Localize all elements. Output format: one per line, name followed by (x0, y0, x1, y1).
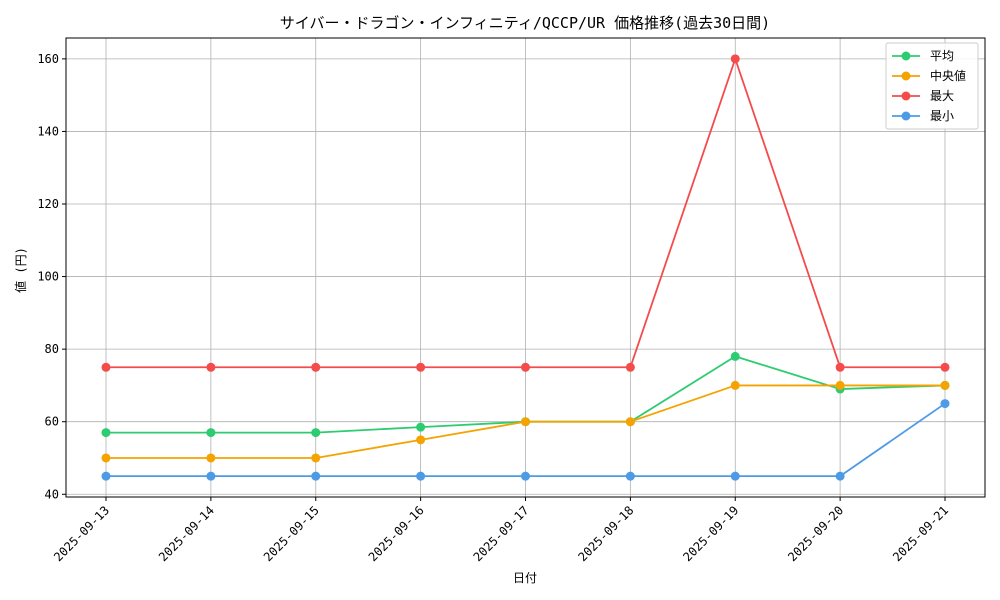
data-point (416, 471, 426, 481)
data-point (101, 471, 111, 481)
data-point (416, 435, 426, 445)
series-2 (101, 380, 950, 463)
data-point (416, 422, 426, 432)
data-point (835, 471, 845, 481)
legend-label: 最大 (930, 89, 954, 103)
legend-marker (901, 91, 911, 101)
x-tick-label: 2025-09-14 (156, 503, 217, 564)
y-tick-label: 60 (45, 415, 59, 429)
x-tick-label: 2025-09-19 (680, 503, 741, 564)
legend-box (885, 42, 979, 130)
data-point (101, 428, 111, 438)
x-tick-label: 2025-09-21 (890, 503, 951, 564)
y-tick-label: 160 (37, 52, 59, 66)
data-point (311, 428, 321, 438)
data-point (101, 453, 111, 463)
data-point (730, 471, 740, 481)
tick-layer: 2025-09-13 2025-09-14 2025-09-15 2025-09-16… (37, 52, 951, 564)
x-tick-label: 2025-09-15 (261, 503, 322, 564)
data-point (521, 362, 530, 372)
legend-item: 最小 (892, 109, 954, 123)
data-point (625, 471, 635, 481)
x-tick-label: 2025-09-17 (471, 503, 532, 564)
data-point (940, 399, 950, 409)
data-point (206, 362, 216, 372)
y-tick-label: 100 (37, 270, 59, 284)
data-point (416, 362, 426, 372)
legend-label: 平均 (930, 49, 954, 63)
data-point (311, 362, 321, 372)
data-point (206, 471, 216, 481)
y-tick-label: 140 (37, 124, 59, 138)
legend-item: 平均 (892, 49, 954, 63)
data-point (206, 428, 216, 438)
data-point (940, 380, 950, 390)
x-tick-label: 2025-09-20 (785, 503, 846, 564)
data-point (730, 54, 740, 64)
chart-title: サイバー・ドラゴン・インフィニティ/QCCP/UR 価格推移(過去30日間) (280, 14, 770, 32)
data-point (730, 380, 740, 390)
data-point (206, 453, 216, 463)
legend-item: 中央値 (892, 68, 966, 83)
legend-marker (901, 71, 911, 81)
data-point (730, 351, 740, 361)
x-tick-label: 2025-09-16 (366, 503, 427, 564)
x-axis-label: 日付 (513, 571, 537, 585)
data-point (521, 417, 530, 427)
data-point (625, 417, 635, 427)
data-point (311, 453, 321, 463)
legend-marker (901, 51, 911, 61)
legend-item: 最大 (892, 89, 954, 103)
series-4 (101, 399, 950, 481)
y-tick-label: 40 (45, 487, 59, 501)
legend-label: 中央値 (930, 68, 966, 83)
data-point (521, 471, 530, 481)
data-point (835, 380, 845, 390)
x-tick-label: 2025-09-13 (51, 503, 112, 564)
data-point (625, 362, 635, 372)
grid-layer (66, 38, 985, 497)
data-point (835, 362, 845, 372)
y-tick-label: 120 (37, 197, 59, 211)
y-axis-label: 値 (円) (13, 247, 28, 293)
series-layer (101, 54, 950, 481)
series-3 (101, 54, 950, 372)
y-tick-label: 80 (45, 342, 59, 356)
legend-label: 最小 (930, 109, 954, 123)
x-tick-label: 2025-09-18 (576, 503, 637, 564)
legend-marker (901, 111, 911, 121)
data-point (311, 471, 321, 481)
data-point (940, 362, 950, 372)
data-point (101, 362, 111, 372)
